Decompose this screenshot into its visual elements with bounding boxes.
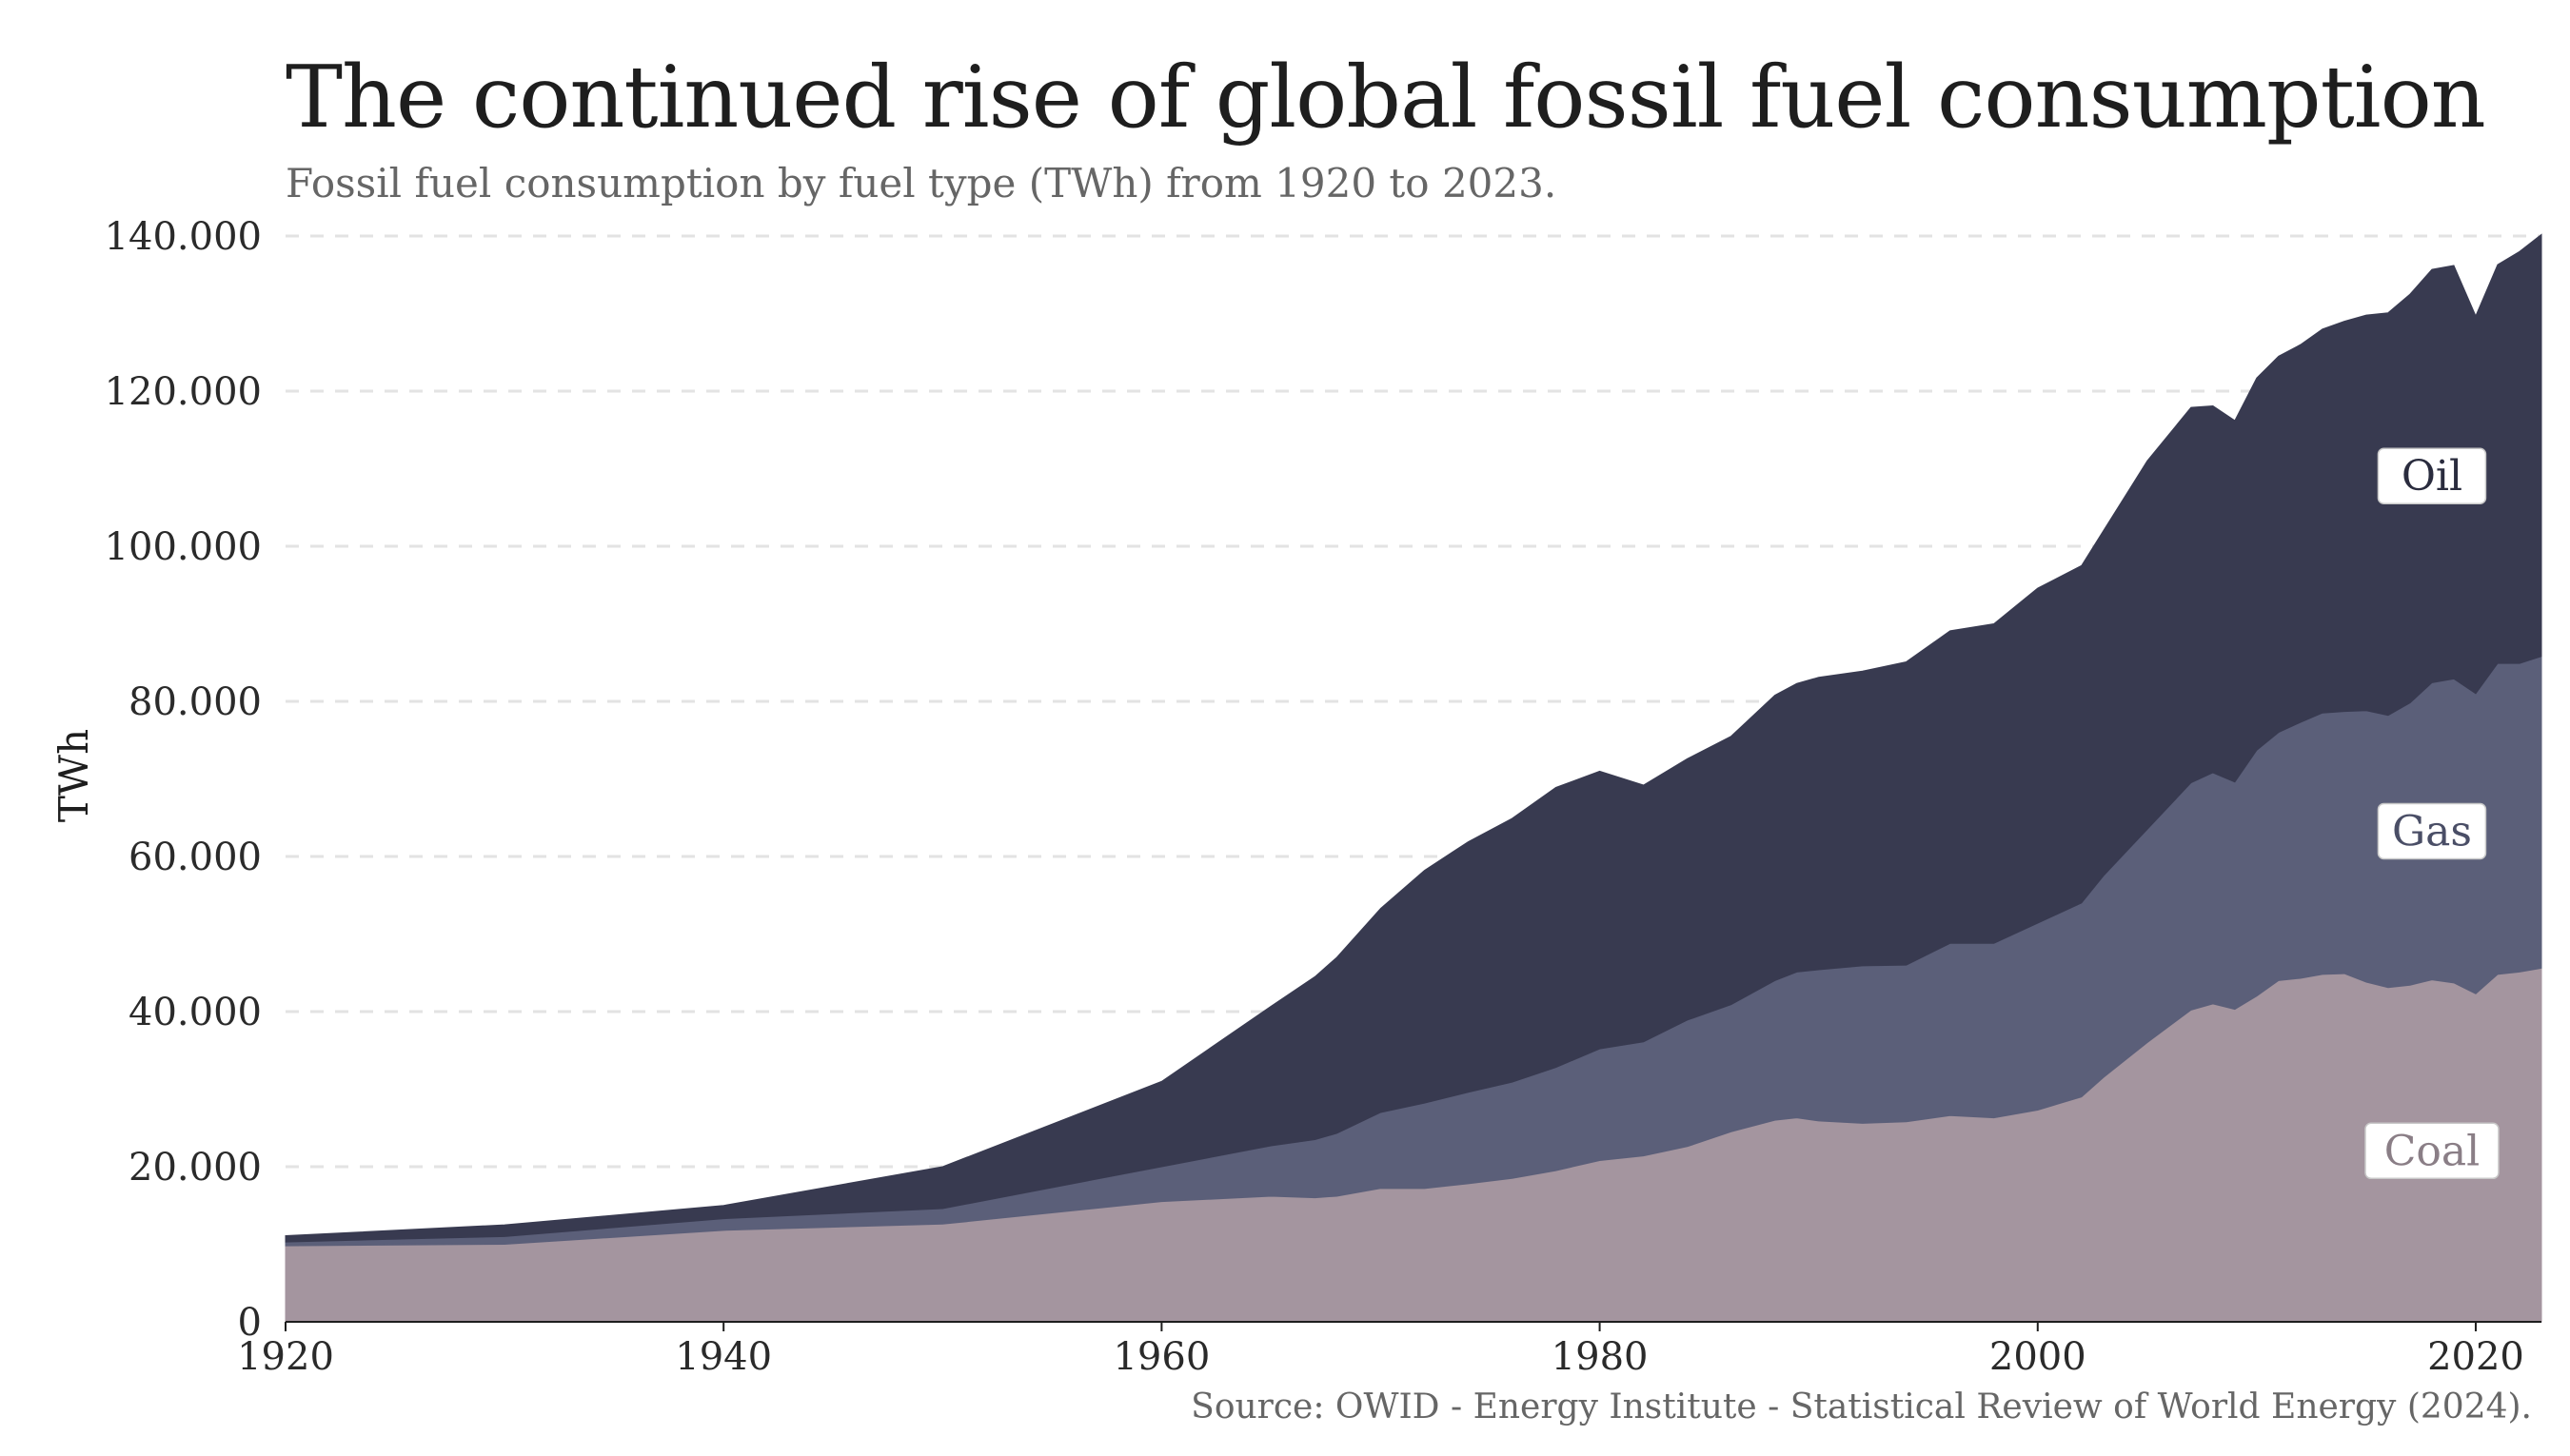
y-tick-label: 20.000: [128, 1146, 262, 1190]
x-tick-label: 1920: [237, 1335, 334, 1379]
x-axis-ticks: 1920 1940 1960 1980 2000 2020: [237, 1322, 2524, 1379]
chart-source: Source: OWID - Energy Institute - Statis…: [1191, 1387, 2532, 1426]
x-tick-label: 2020: [2427, 1335, 2524, 1379]
series-label-oil: Oil: [2377, 447, 2487, 504]
series-label-coal: Coal: [2364, 1122, 2500, 1180]
series-label-box: [2364, 1122, 2500, 1180]
series-labels: Coal Gas Oil: [2364, 447, 2500, 1180]
stacked-areas: [285, 233, 2542, 1323]
area-oil: [285, 233, 2542, 1243]
x-tick-label: 1940: [675, 1335, 772, 1379]
y-axis-ticks: 0 20.000 40.000 60.000 80.000 100.000 120.000 1…: [105, 215, 262, 1345]
series-label-box: [2377, 802, 2487, 860]
series-label-gas: Gas: [2377, 802, 2487, 860]
y-tick-label: 140.000: [105, 215, 262, 259]
y-tick-label: 100.000: [105, 525, 262, 569]
y-tick-label: 60.000: [128, 836, 262, 879]
series-label-box: [2377, 447, 2487, 504]
chart-title: The continued rise of global fossil fuel…: [286, 48, 2486, 148]
y-tick-label: 120.000: [105, 370, 262, 414]
x-tick-label: 2000: [1989, 1335, 2086, 1379]
y-tick-label: 0: [238, 1301, 262, 1345]
x-tick-label: 1960: [1113, 1335, 1210, 1379]
y-tick-label: 80.000: [128, 680, 262, 724]
x-tick-label: 1980: [1552, 1335, 1649, 1379]
y-tick-label: 40.000: [128, 991, 262, 1034]
series-label-text: Gas: [2392, 808, 2472, 856]
grid-lines: [286, 234, 2541, 1169]
series-label-text: Oil: [2402, 452, 2462, 501]
chart-subtitle: Fossil fuel consumption by fuel type (TW…: [286, 160, 1557, 207]
y-axis-label: TWh: [50, 729, 97, 822]
series-label-text: Coal: [2384, 1127, 2480, 1175]
